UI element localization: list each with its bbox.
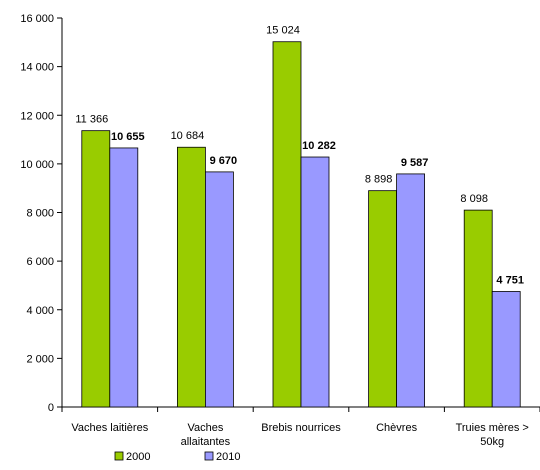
x-category-label-line: Chèvres xyxy=(376,422,417,434)
legend-swatch-2010 xyxy=(204,451,214,461)
y-tick-label: 6 000 xyxy=(26,256,54,268)
bar-2000 xyxy=(81,130,111,408)
x-category-label-line: 50kg xyxy=(480,436,504,448)
legend-label-2010: 2010 xyxy=(216,451,240,463)
y-tick-label: 0 xyxy=(48,402,54,414)
x-category-label: Vaches allaitantes xyxy=(181,422,231,448)
y-tick-label: 14 000 xyxy=(20,62,54,74)
data-labels: 11 366 10 684 15 024 8 898 8 098 10 655 9 670 1… xyxy=(75,25,524,287)
data-label-2000: 8 098 xyxy=(460,193,488,205)
data-label-2010: 9 670 xyxy=(210,155,238,167)
legend: 2000 2010 xyxy=(114,451,240,463)
data-label-2010: 10 655 xyxy=(111,131,145,143)
y-tick-label: 8 000 xyxy=(26,208,54,220)
bars xyxy=(81,41,521,408)
bar-2010 xyxy=(491,291,521,408)
x-category-label-line: allaitantes xyxy=(181,436,231,448)
bar-2010 xyxy=(300,156,330,408)
axes: 0 2 000 4 000 6 000 8 000 10 000 12 000 14 000 1… xyxy=(20,13,540,448)
data-label-2000: 15 024 xyxy=(266,25,300,37)
bar-2000 xyxy=(368,190,398,408)
bar-2000 xyxy=(272,41,302,408)
legend-label-2000: 2000 xyxy=(126,451,150,463)
x-category-label: Truies mères > 50kg xyxy=(456,422,529,448)
bar-2010 xyxy=(396,173,426,408)
legend-swatch-2000 xyxy=(114,451,124,461)
y-tick-label: 10 000 xyxy=(20,159,54,171)
x-category-label-line: Brebis nourrices xyxy=(261,422,341,434)
y-tick-label: 16 000 xyxy=(20,13,54,25)
bar-2010 xyxy=(109,147,139,408)
x-category-label-line: Truies mères > xyxy=(456,422,529,434)
bar-2010 xyxy=(204,171,234,408)
y-tick-label: 12 000 xyxy=(20,110,54,122)
x-category-label: Vaches laitières xyxy=(71,422,148,434)
data-label-2000: 8 898 xyxy=(365,174,393,186)
bar-2000 xyxy=(463,209,493,408)
data-label-2010: 9 587 xyxy=(401,157,429,169)
data-label-2000: 10 684 xyxy=(171,130,205,142)
x-category-label-line: Vaches laitières xyxy=(71,422,148,434)
data-label-2000: 11 366 xyxy=(75,114,108,126)
x-category-label: Brebis nourrices xyxy=(261,422,341,434)
bar-2000 xyxy=(176,146,206,408)
y-tick-label: 2 000 xyxy=(26,353,54,365)
data-label-2010: 4 751 xyxy=(496,274,524,286)
y-tick-label: 4 000 xyxy=(26,305,54,317)
data-label-2010: 10 282 xyxy=(302,140,336,152)
x-category-label-line: Vaches xyxy=(187,422,223,434)
x-category-label: Chèvres xyxy=(376,422,417,434)
